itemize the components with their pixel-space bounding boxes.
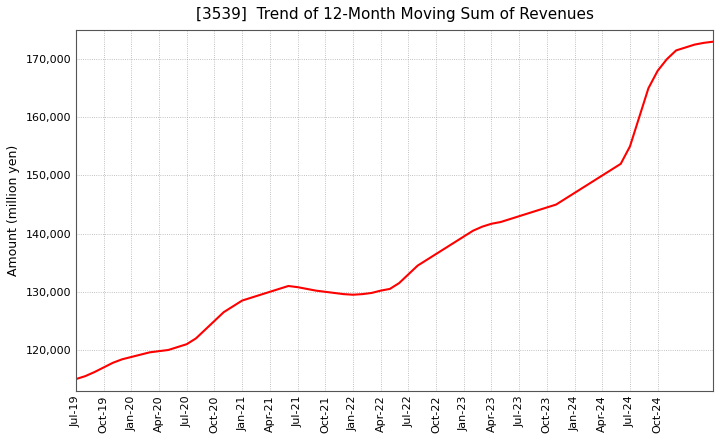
Y-axis label: Amount (million yen): Amount (million yen) <box>7 145 20 276</box>
Title: [3539]  Trend of 12-Month Moving Sum of Revenues: [3539] Trend of 12-Month Moving Sum of R… <box>196 7 593 22</box>
